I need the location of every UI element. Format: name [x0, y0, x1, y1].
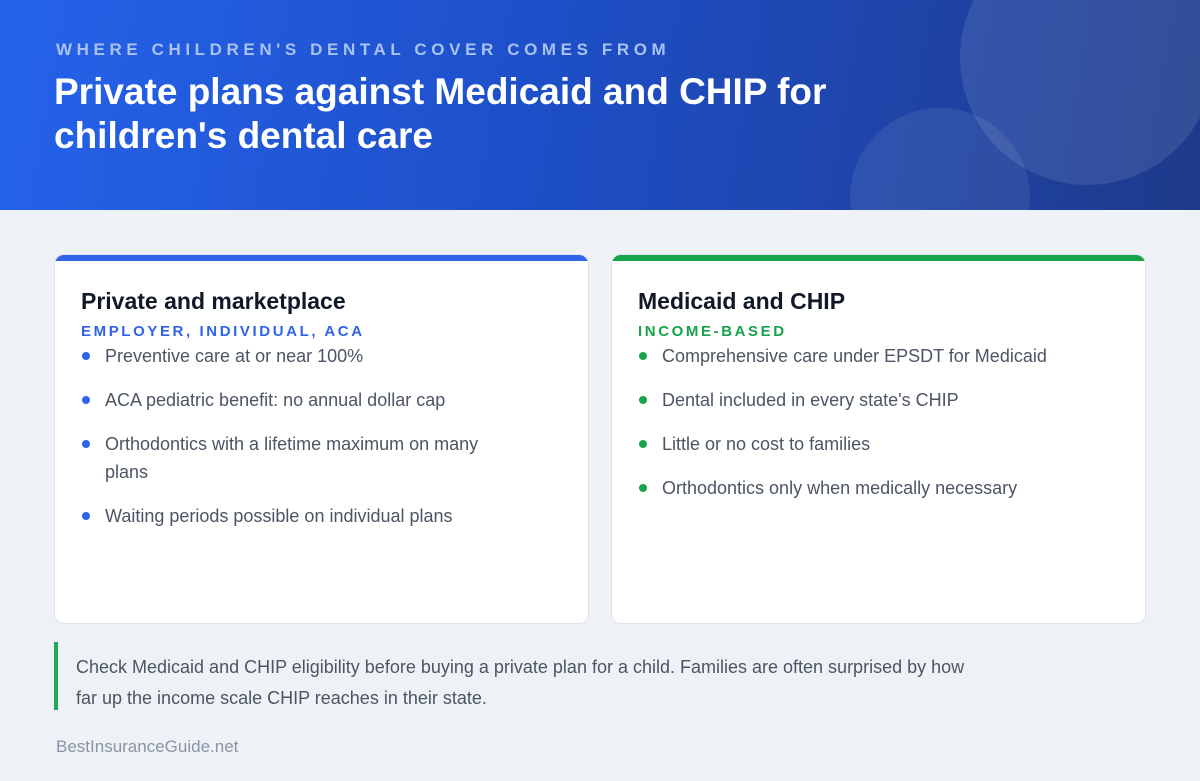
- list-item-text: Waiting periods possible on individual p…: [105, 506, 453, 526]
- bullet-icon: [82, 352, 90, 360]
- card-title: Medicaid and CHIP: [638, 288, 846, 314]
- list-item-text: Dental included in every state's CHIP: [662, 390, 959, 410]
- list-item: Comprehensive care under EPSDT for Medic…: [638, 342, 1118, 370]
- bullet-icon: [82, 440, 90, 448]
- callout-note: Check Medicaid and CHIP eligibility befo…: [54, 642, 974, 710]
- list-item: Preventive care at or near 100%: [81, 342, 481, 370]
- list-item: Orthodontics with a lifetime maximum on …: [81, 430, 481, 486]
- list-item: Little or no cost to families: [638, 430, 1118, 458]
- header-banner: WHERE CHILDREN'S DENTAL COVER COMES FROM…: [0, 0, 1200, 210]
- bullet-icon: [639, 484, 647, 492]
- list-item: Waiting periods possible on individual p…: [81, 502, 481, 530]
- card-title: Private and marketplace: [81, 288, 346, 314]
- list-item-text: ACA pediatric benefit: no annual dollar …: [105, 390, 446, 410]
- feature-list: Comprehensive care under EPSDT for Medic…: [638, 342, 1118, 518]
- bullet-icon: [82, 512, 90, 520]
- list-item-text: Orthodontics only when medically necessa…: [662, 478, 1018, 498]
- bullet-icon: [639, 440, 647, 448]
- list-item-text: Comprehensive care under EPSDT for Medic…: [662, 346, 1047, 366]
- list-item-text: Preventive care at or near 100%: [105, 346, 364, 366]
- list-item: ACA pediatric benefit: no annual dollar …: [81, 386, 481, 414]
- card-subtitle: INCOME-BASED: [638, 323, 787, 340]
- medicaid-chip-card: Medicaid and CHIP INCOME-BASED Comprehen…: [611, 254, 1146, 624]
- list-item-text: Little or no cost to families: [662, 434, 871, 454]
- private-plans-card: Private and marketplace EMPLOYER, INDIVI…: [54, 254, 589, 624]
- page-title: Private plans against Medicaid and CHIP …: [54, 71, 827, 156]
- bullet-icon: [639, 396, 647, 404]
- card-accent-bar: [55, 255, 588, 261]
- card-subtitle: EMPLOYER, INDIVIDUAL, ACA: [81, 323, 365, 340]
- bullet-icon: [82, 396, 90, 404]
- bullet-icon: [639, 352, 647, 360]
- list-item: Dental included in every state's CHIP: [638, 386, 1118, 414]
- card-accent-bar: [612, 255, 1145, 261]
- list-item-text: Orthodontics with a lifetime maximum on …: [105, 434, 479, 482]
- footer-site-name: BestInsuranceGuide.net: [56, 737, 239, 756]
- list-item: Orthodontics only when medically necessa…: [638, 474, 1118, 502]
- feature-list: Preventive care at or near 100% ACA pedi…: [81, 342, 481, 546]
- eyebrow-label: WHERE CHILDREN'S DENTAL COVER COMES FROM: [56, 40, 671, 59]
